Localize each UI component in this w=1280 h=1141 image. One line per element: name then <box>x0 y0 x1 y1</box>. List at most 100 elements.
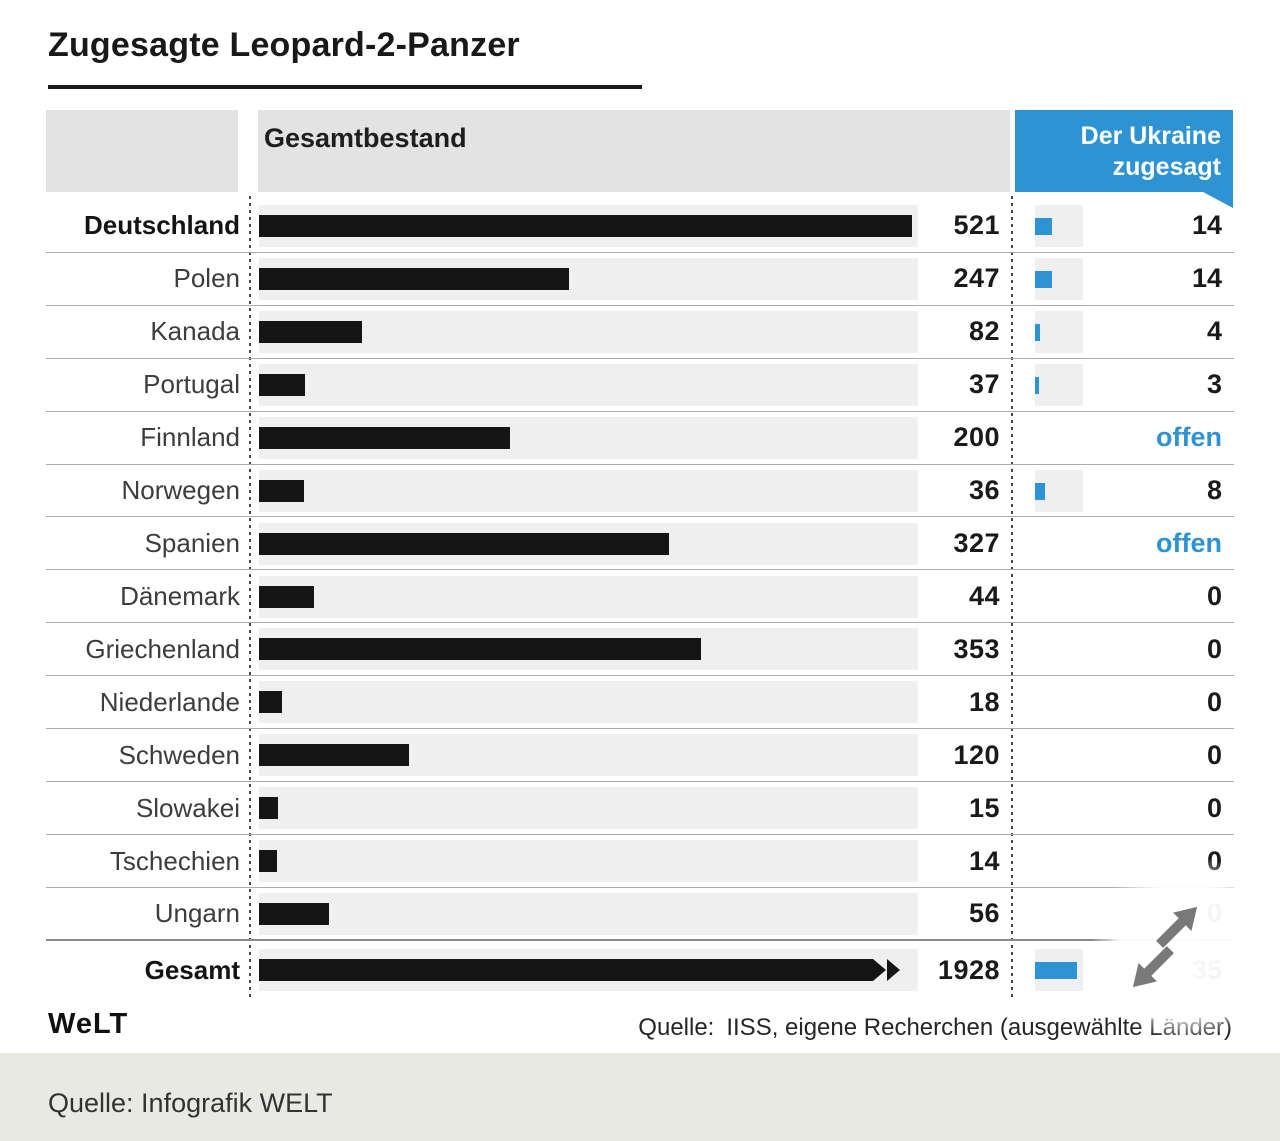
expand-icon[interactable] <box>1112 888 1232 1013</box>
caption-text: Quelle: Infografik WELT <box>48 1088 333 1118</box>
total-bar-track <box>259 469 918 512</box>
pledged-value: 14 <box>1191 210 1222 241</box>
total-bar <box>259 320 362 343</box>
pledged-value: 3 <box>1206 369 1222 400</box>
total-value: 56 <box>968 898 1000 929</box>
column-divider-dotted-left <box>249 196 251 1000</box>
page-title: Zugesagte Leopard-2-Panzer <box>48 26 520 64</box>
total-bar <box>259 691 282 714</box>
total-bar <box>259 215 912 237</box>
total-value: 200 <box>953 422 1000 453</box>
table-row: Ungarn560 <box>46 888 1234 941</box>
table-row: Norwegen 36 8 <box>46 465 1234 518</box>
pledged-bar-track <box>1035 310 1083 353</box>
bar-break-chevron <box>887 959 900 981</box>
pledged-column-label-line1: Der Ukraine <box>1080 122 1221 150</box>
total-bar <box>259 850 277 873</box>
pledged-bar <box>1035 270 1052 288</box>
pledged-bar <box>1035 323 1040 341</box>
pledged-bar-track <box>1035 363 1083 406</box>
total-value: 1928 <box>937 955 1000 985</box>
expand-icon-halo <box>1093 856 1277 1040</box>
total-bar <box>259 426 510 449</box>
total-bar <box>259 267 569 290</box>
caption-band <box>0 1053 1280 1141</box>
country-label: Niederlande <box>99 686 240 717</box>
country-label: Deutschland <box>83 210 240 241</box>
country-label: Slowakei <box>135 792 240 823</box>
total-value: 521 <box>953 210 1000 241</box>
total-column-label: Gesamtbestand <box>264 123 467 153</box>
total-bar <box>259 959 873 981</box>
pledged-column-label-line2: zugesagt <box>1112 153 1221 181</box>
welt-logo: WeLT <box>48 1008 129 1040</box>
table-row: Niederlande 18 0 <box>46 676 1234 730</box>
total-bar <box>259 373 305 396</box>
pledged-bar <box>1035 218 1052 235</box>
header-total-column: Gesamtbestand <box>258 110 1010 192</box>
total-bar-track <box>259 681 918 724</box>
country-label: Spanien <box>144 528 240 559</box>
pledged-bar <box>1035 482 1045 500</box>
total-value: 18 <box>968 686 1000 717</box>
total-value: 36 <box>968 475 1000 506</box>
total-value: 82 <box>968 316 1000 347</box>
total-value: 14 <box>968 845 1000 876</box>
table-row: Dänemark 44 0 <box>46 571 1234 624</box>
country-label: Norwegen <box>121 475 240 506</box>
header-pledged-column: Der Ukraine zugesagt <box>1015 110 1233 192</box>
header-spacer-box <box>46 110 238 192</box>
bar-break-tip <box>873 959 886 981</box>
total-bar <box>259 903 329 926</box>
country-label: Tschechien <box>109 845 240 876</box>
table-row: Portugal 37 3 <box>46 359 1234 412</box>
country-label: Polen <box>173 263 241 294</box>
total-bar <box>259 585 314 608</box>
table-row: Griechenland 353 0 <box>46 623 1234 677</box>
table-row: Finnland 200 offen <box>46 412 1234 465</box>
country-label: Dänemark <box>120 580 240 611</box>
pledged-value: 14 <box>1191 263 1222 294</box>
pledged-value: 8 <box>1206 475 1222 506</box>
country-label: Portugal <box>143 369 240 400</box>
source-line: Quelle: IISS, eigene Recherchen (ausgewäh… <box>500 1014 1232 1042</box>
total-bar-track <box>259 893 918 936</box>
column-divider-dotted-right <box>1011 196 1013 1000</box>
total-value: 247 <box>953 263 1000 294</box>
total-value: 353 <box>953 633 1000 664</box>
pledged-value: 4 <box>1206 316 1222 347</box>
pledged-value: offen <box>1156 422 1222 453</box>
total-bar <box>259 532 669 555</box>
total-bar <box>259 479 304 502</box>
total-value: 15 <box>968 792 1000 823</box>
total-bar-track <box>259 363 918 406</box>
source-label: Quelle: <box>638 1014 715 1041</box>
country-label: Gesamt <box>144 955 240 985</box>
total-bar <box>259 797 278 820</box>
total-bar <box>259 744 409 767</box>
pledged-bar <box>1035 376 1039 394</box>
total-bar-track <box>259 575 918 618</box>
pledged-value: 0 <box>1206 739 1222 770</box>
pledged-value: offen <box>1156 528 1222 559</box>
country-label: Kanada <box>150 316 240 347</box>
pledged-value: 0 <box>1206 580 1222 611</box>
table-row: Spanien 327 offen <box>46 518 1234 571</box>
country-label: Griechenland <box>85 633 240 664</box>
country-label: Ungarn <box>154 898 240 929</box>
total-bar-track <box>259 787 918 830</box>
total-value: 37 <box>968 369 1000 400</box>
total-value: 120 <box>953 739 1000 770</box>
pledged-value: 0 <box>1206 633 1222 664</box>
title-underline <box>48 85 642 89</box>
country-label: Finnland <box>140 422 240 453</box>
total-bar <box>259 638 701 661</box>
country-label: Schweden <box>118 739 240 770</box>
table-row: Kanada 82 4 <box>46 306 1234 359</box>
pledged-bar <box>1035 962 1077 979</box>
table-row: Polen 247 14 <box>46 253 1234 306</box>
table-row: Deutschland 521 14 <box>46 200 1234 253</box>
table-row-total: Gesamt192835 <box>46 941 1234 1000</box>
pledged-value: 0 <box>1206 686 1222 717</box>
total-bar-track <box>259 840 918 883</box>
